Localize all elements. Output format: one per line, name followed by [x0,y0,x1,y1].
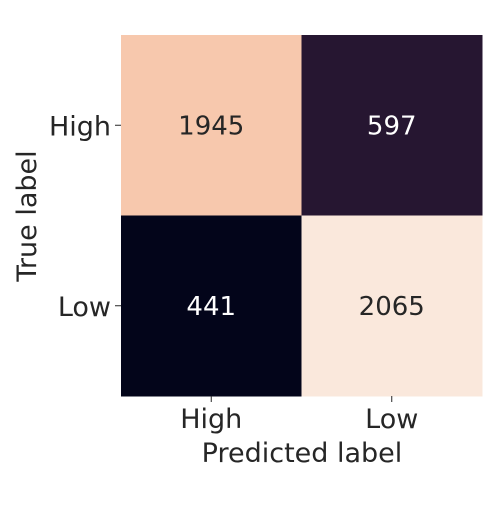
y-axis-label: True label [12,150,43,282]
cell-value-low-low: 2065 [359,292,425,322]
heatmap-cells [121,35,483,397]
cell-value-high-high: 1945 [178,111,244,141]
x-axis-ticks: High Low [180,396,418,435]
heatmap-cell-low-low [301,215,483,397]
heatmap-cell-high-high [121,35,302,216]
x-tick-label-high: High [180,404,242,435]
heatmap-cell-low-high [121,215,302,397]
heatmap-cell-high-low [301,35,483,216]
cell-value-labels: 1945 597 441 2065 [178,111,425,322]
y-tick-label-low: Low [58,292,111,323]
x-tick-label-low: Low [365,404,418,435]
y-axis-ticks: High Low [49,111,121,323]
x-axis-label: Predicted label [202,438,403,469]
y-tick-label-high: High [49,111,111,142]
cell-value-low-high: 441 [186,292,236,322]
cell-value-high-low: 597 [367,111,417,141]
